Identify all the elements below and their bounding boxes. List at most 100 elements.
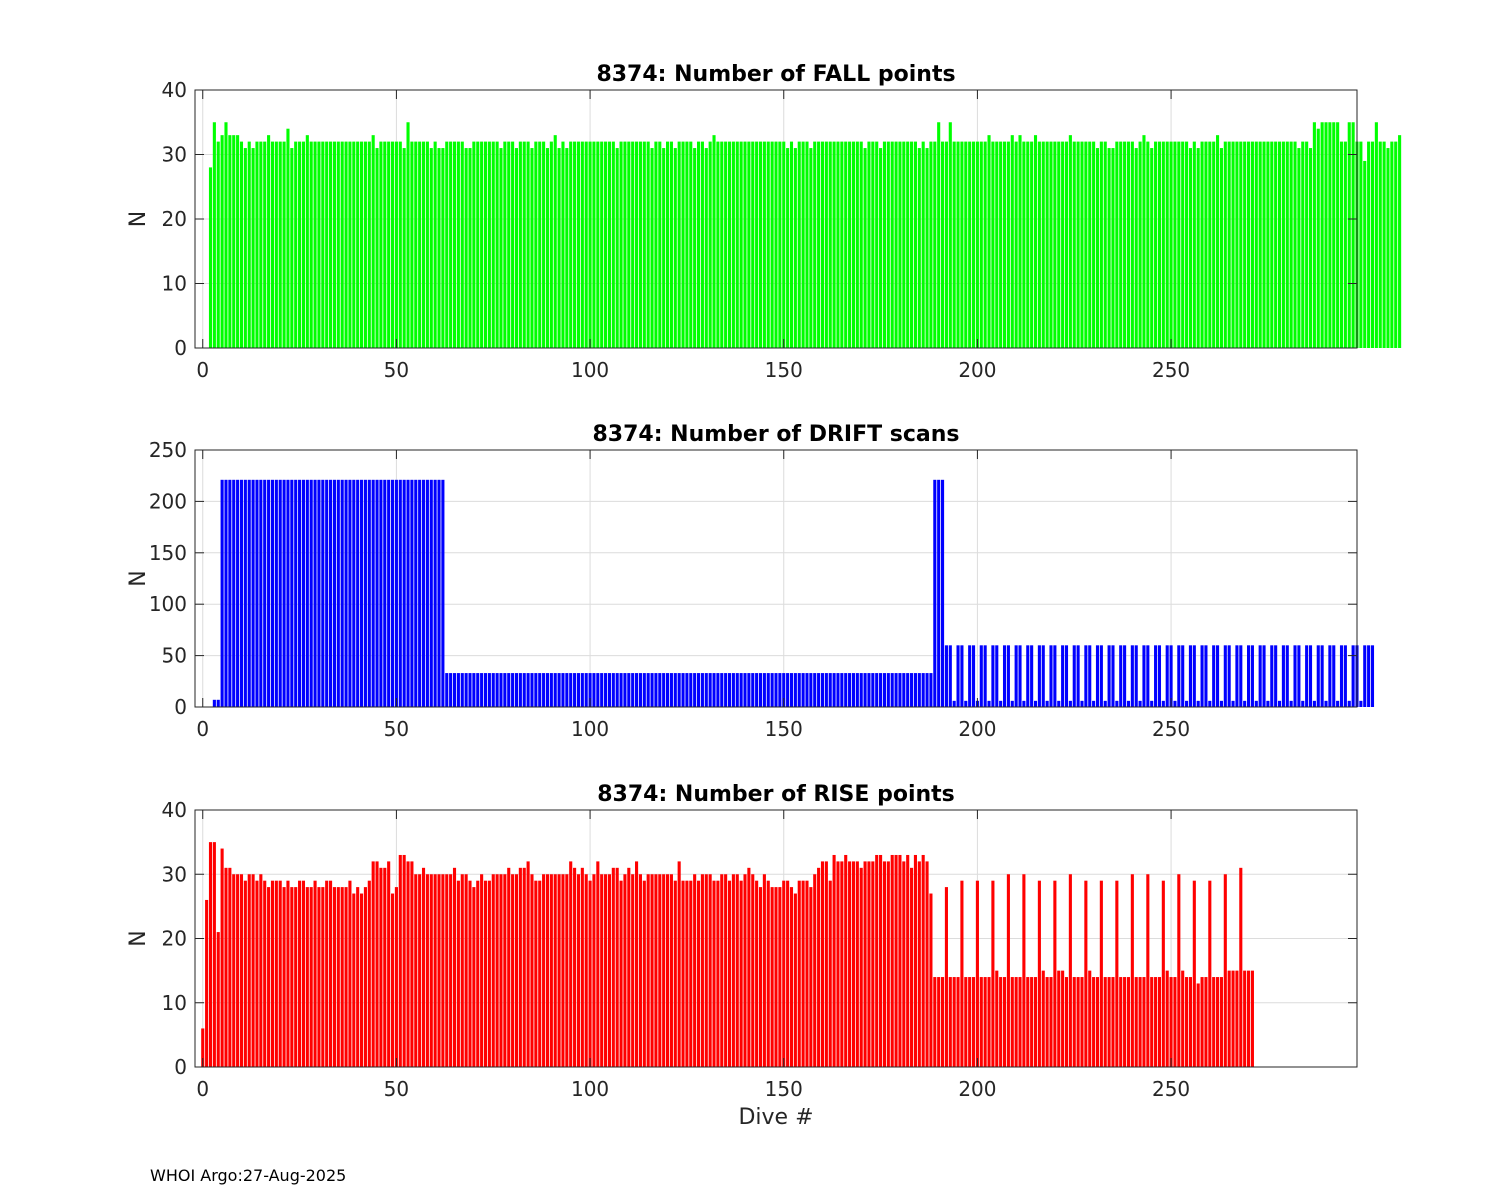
bar bbox=[301, 479, 306, 707]
bar bbox=[270, 141, 275, 348]
bar bbox=[631, 874, 635, 1067]
bar bbox=[886, 861, 890, 1067]
bar bbox=[1254, 141, 1258, 348]
bar bbox=[584, 141, 588, 348]
bar bbox=[379, 867, 383, 1067]
bar bbox=[573, 673, 577, 707]
bar bbox=[712, 880, 716, 1067]
y-axis-label: N bbox=[126, 211, 151, 227]
bar bbox=[805, 141, 809, 348]
bar bbox=[851, 673, 856, 707]
bar bbox=[507, 867, 511, 1067]
bar bbox=[1057, 141, 1061, 348]
y-tick-label: 200 bbox=[149, 489, 187, 513]
bar bbox=[979, 977, 983, 1067]
bar bbox=[1119, 141, 1123, 348]
chart-panel-3: 0 50 100 150 200 250 0 10 20 30 40 8374: Number of … bbox=[126, 782, 1358, 1130]
bar bbox=[1041, 141, 1045, 348]
y-tick-label: 0 bbox=[174, 695, 187, 719]
bar bbox=[437, 148, 441, 348]
bar bbox=[592, 874, 596, 1067]
bar bbox=[1084, 141, 1088, 348]
bar bbox=[1123, 645, 1127, 707]
bar bbox=[1185, 141, 1189, 348]
bar bbox=[1192, 141, 1196, 348]
bar bbox=[557, 874, 561, 1067]
bar bbox=[1033, 135, 1038, 348]
bar bbox=[298, 880, 302, 1067]
bar bbox=[1293, 141, 1297, 348]
bar bbox=[286, 479, 290, 707]
axes-box bbox=[194, 449, 1358, 708]
bar bbox=[1080, 141, 1084, 348]
bar bbox=[758, 673, 763, 707]
bar bbox=[452, 867, 457, 1067]
bar bbox=[782, 673, 786, 707]
bar bbox=[689, 880, 693, 1067]
bar bbox=[305, 135, 309, 348]
bar bbox=[778, 673, 782, 707]
bar bbox=[696, 141, 701, 348]
bar bbox=[817, 141, 821, 348]
bar bbox=[360, 479, 364, 707]
bar bbox=[1014, 645, 1018, 707]
bar bbox=[561, 673, 565, 707]
bar bbox=[1208, 700, 1212, 707]
bar bbox=[553, 135, 557, 348]
bar bbox=[1146, 141, 1150, 348]
bar bbox=[635, 673, 639, 707]
bar bbox=[375, 479, 379, 707]
bar bbox=[553, 673, 557, 707]
bar bbox=[743, 141, 747, 348]
x-tick-label: 250 bbox=[1152, 358, 1190, 382]
bar bbox=[995, 141, 999, 348]
bar bbox=[793, 673, 797, 707]
bar bbox=[545, 874, 550, 1067]
bar bbox=[282, 141, 286, 348]
bar bbox=[375, 148, 379, 348]
bar bbox=[1312, 700, 1316, 707]
bar bbox=[747, 867, 751, 1067]
y-tick-label: 30 bbox=[162, 143, 187, 167]
bar bbox=[394, 141, 398, 348]
y-tick-label: 30 bbox=[162, 862, 187, 886]
bar bbox=[255, 479, 259, 707]
bar bbox=[1320, 122, 1324, 348]
bar bbox=[832, 854, 836, 1067]
bar bbox=[1231, 700, 1235, 707]
bar bbox=[875, 854, 879, 1067]
bar bbox=[968, 977, 972, 1067]
bar bbox=[255, 880, 259, 1067]
bar bbox=[352, 141, 356, 348]
bar bbox=[1161, 880, 1165, 1067]
bar bbox=[321, 479, 325, 707]
bar bbox=[1115, 880, 1119, 1067]
x-tick-label: 250 bbox=[1152, 1077, 1190, 1101]
bar bbox=[770, 141, 774, 348]
bar bbox=[387, 141, 391, 348]
bar bbox=[421, 479, 426, 707]
bar bbox=[1084, 880, 1088, 1067]
bar bbox=[607, 673, 611, 707]
bar bbox=[650, 673, 654, 707]
bar bbox=[472, 673, 476, 707]
bar bbox=[1165, 645, 1169, 707]
bar bbox=[1223, 645, 1227, 707]
bar bbox=[1250, 970, 1254, 1067]
bar bbox=[999, 700, 1003, 707]
bar bbox=[658, 874, 662, 1067]
bar bbox=[1006, 141, 1010, 348]
bar bbox=[259, 479, 263, 707]
bar bbox=[390, 479, 395, 707]
bar bbox=[1394, 141, 1398, 348]
bar bbox=[1216, 977, 1220, 1067]
bar bbox=[239, 874, 244, 1067]
bar bbox=[232, 479, 236, 707]
bar bbox=[410, 861, 414, 1067]
bar bbox=[573, 867, 577, 1067]
bar bbox=[913, 141, 917, 348]
bar bbox=[344, 479, 348, 707]
bar bbox=[228, 479, 232, 707]
bar bbox=[1204, 645, 1208, 707]
bar bbox=[402, 479, 406, 707]
